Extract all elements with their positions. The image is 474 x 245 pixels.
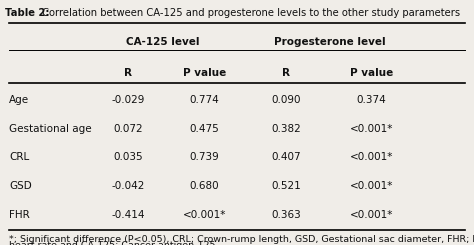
Text: R: R [124, 69, 132, 78]
Text: GSD: GSD [9, 181, 32, 191]
Text: Age: Age [9, 95, 29, 105]
Text: P value: P value [350, 69, 393, 78]
Text: <0.001*: <0.001* [350, 123, 393, 134]
Text: *; Significant difference (P<0.05), CRL; Crown-rump length, GSD, Gestational sac: *; Significant difference (P<0.05), CRL;… [9, 235, 474, 244]
Text: 0.382: 0.382 [271, 123, 301, 134]
Text: <0.001*: <0.001* [183, 210, 226, 220]
Text: Gestational age: Gestational age [9, 123, 92, 134]
Text: CRL: CRL [9, 152, 30, 162]
Text: R: R [282, 69, 290, 78]
Text: CA-125 level: CA-125 level [126, 37, 200, 47]
Text: FHR: FHR [9, 210, 30, 220]
Text: Progesterone level: Progesterone level [274, 37, 386, 47]
Text: <0.001*: <0.001* [350, 152, 393, 162]
Text: heart rate and CA-125; Cancer antigen-125.: heart rate and CA-125; Cancer antigen-12… [9, 241, 219, 245]
Text: 0.680: 0.680 [190, 181, 219, 191]
Text: 0.035: 0.035 [113, 152, 143, 162]
Text: <0.001*: <0.001* [350, 181, 393, 191]
Text: 0.374: 0.374 [357, 95, 387, 105]
Text: -0.042: -0.042 [111, 181, 145, 191]
Text: 0.521: 0.521 [271, 181, 301, 191]
Text: 0.363: 0.363 [271, 210, 301, 220]
Text: 0.475: 0.475 [190, 123, 219, 134]
Text: 0.739: 0.739 [190, 152, 219, 162]
Text: 0.774: 0.774 [190, 95, 219, 105]
Text: -0.414: -0.414 [111, 210, 145, 220]
Text: P value: P value [183, 69, 226, 78]
Text: -0.029: -0.029 [111, 95, 145, 105]
Text: <0.001*: <0.001* [350, 210, 393, 220]
Text: Correlation between CA-125 and progesterone levels to the other study parameters: Correlation between CA-125 and progester… [39, 8, 460, 18]
Text: 0.090: 0.090 [271, 95, 301, 105]
Text: 0.407: 0.407 [271, 152, 301, 162]
Text: 0.072: 0.072 [113, 123, 143, 134]
Text: Table 2:: Table 2: [5, 8, 49, 18]
